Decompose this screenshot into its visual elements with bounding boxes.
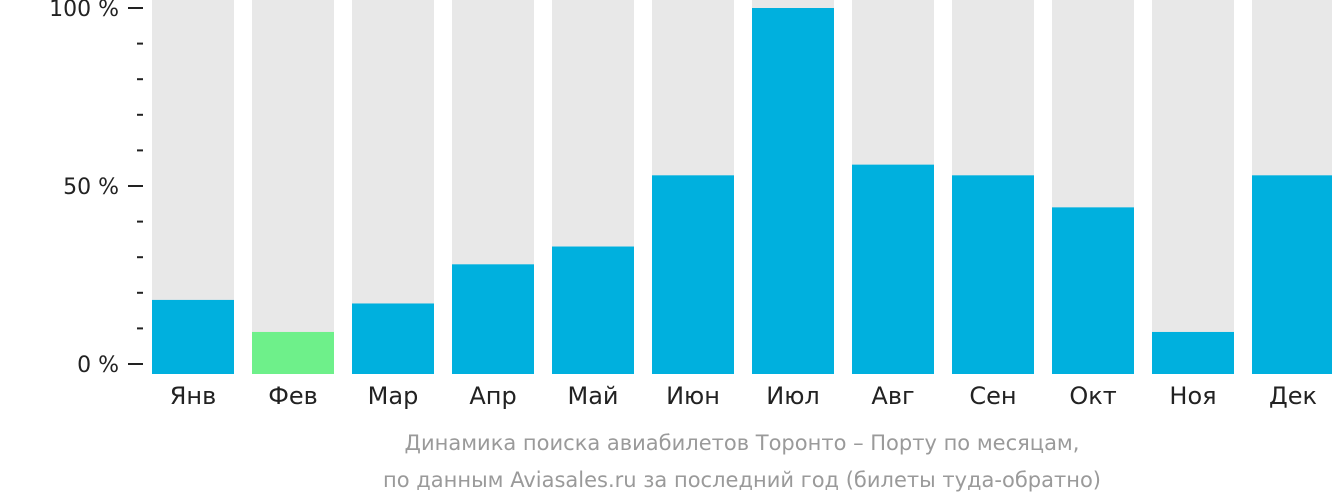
y-tick-label: 100 % [49, 0, 119, 22]
y-tick-label: 50 % [63, 175, 119, 200]
bar [452, 264, 534, 374]
bar [1152, 331, 1234, 374]
chart-caption-line-2: по данным Aviasales.ru за последний год … [383, 468, 1101, 492]
chart-caption-line-1: Динамика поиска авиабилетов Торонто – По… [404, 431, 1080, 455]
x-tick-label: Авг [871, 382, 914, 410]
bar [352, 303, 434, 374]
x-tick-label: Янв [170, 382, 217, 410]
bar [1252, 175, 1332, 374]
bar [552, 246, 634, 374]
bar [852, 164, 934, 374]
x-tick-label: Июн [666, 382, 720, 410]
bar [652, 175, 734, 374]
x-tick-label: Июл [766, 382, 820, 410]
x-tick-label: Дек [1269, 382, 1317, 410]
bar-background [1152, 0, 1234, 374]
x-tick-label: Сен [969, 382, 1016, 410]
x-tick-label: Май [567, 382, 618, 410]
bar [752, 8, 834, 374]
bar [952, 175, 1034, 374]
x-tick-label: Ноя [1169, 382, 1216, 410]
x-tick-label: Фев [268, 382, 318, 410]
y-tick-label: 0 % [77, 353, 119, 378]
bar [252, 331, 334, 374]
x-tick-label: Мар [368, 382, 419, 410]
bar [152, 299, 234, 374]
bar [1052, 207, 1134, 374]
x-tick-label: Апр [469, 382, 516, 410]
bar-background [252, 0, 334, 374]
x-tick-label: Окт [1069, 382, 1116, 410]
